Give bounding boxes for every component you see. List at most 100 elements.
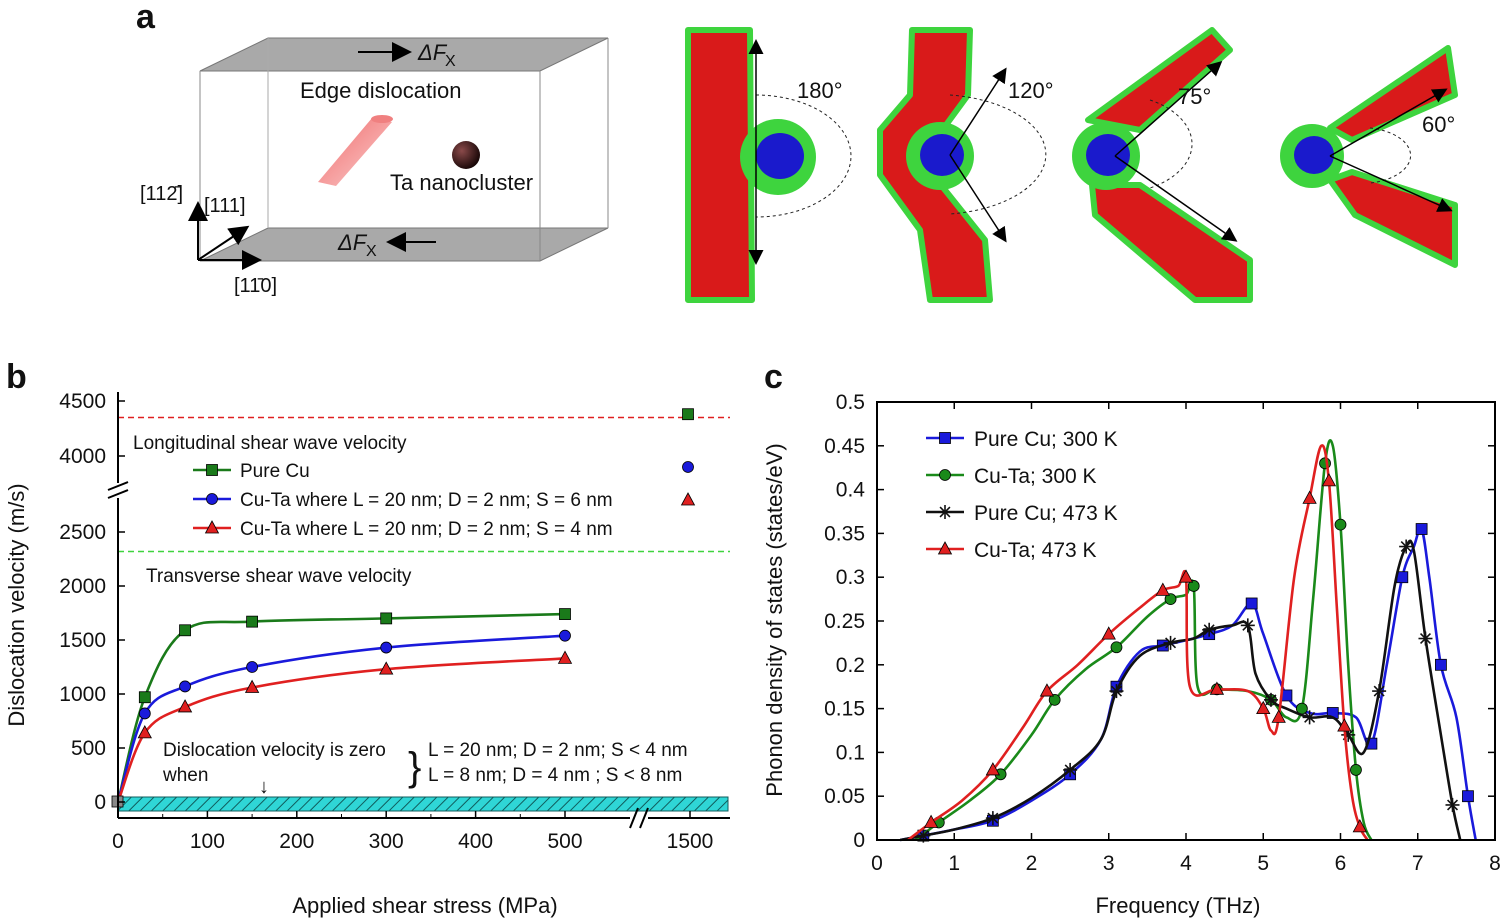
snapshot-120: 120° — [877, 27, 1054, 303]
data-point-stroke — [1400, 541, 1412, 553]
y-tick-label: 0.25 — [824, 610, 865, 633]
burgers-arrow — [949, 67, 1007, 156]
y-axis-title: Phonon density of states (states/eV) — [762, 443, 787, 796]
y-tick-label: 0 — [853, 829, 865, 852]
x-tick-label: 200 — [279, 830, 314, 853]
legend-swatch-marker — [206, 464, 218, 476]
y-tick-label: 4500 — [59, 390, 106, 413]
axis-label-horizontal: [11̄0] — [234, 275, 277, 297]
legend-label: Pure Cu; 473 K — [974, 502, 1118, 525]
data-point-stroke — [1265, 694, 1277, 706]
y-axis-title: Dislocation velocity (m/s) — [4, 483, 29, 726]
data-point-stroke — [1110, 685, 1122, 697]
axis-arrow-depth — [197, 225, 250, 261]
x-tick-label: 8 — [1489, 852, 1501, 875]
data-point — [380, 612, 393, 625]
data-point — [559, 608, 571, 620]
dislocation-band-upper — [1327, 45, 1458, 143]
axis-label-depth: [111] — [204, 195, 246, 217]
panel-b-reference-layer — [118, 416, 730, 553]
panel-c-legend: Pure Cu; 300 K Cu-Ta; 300 K Pure Cu; 473 K… — [926, 428, 1118, 562]
zero-note-brace: } — [408, 745, 421, 789]
data-point-stroke — [1064, 764, 1076, 776]
data-point — [985, 811, 1000, 826]
legend-label: Cu-Ta; 300 K — [974, 465, 1097, 488]
y-tick-label: 500 — [71, 737, 106, 760]
data-point — [1202, 622, 1217, 637]
data-point-offscale — [680, 492, 696, 506]
axis-label-vertical: [112̄] — [140, 183, 183, 205]
zero-condition-2: L = 8 nm; D = 4 nm ; S < 8 nm — [428, 765, 682, 786]
data-point — [1039, 683, 1055, 697]
edge-dislocation-label: Edge dislocation — [300, 78, 461, 103]
y-tick-label: 1500 — [59, 629, 106, 652]
burgers-arrow — [949, 154, 1007, 243]
legend-label: Pure Cu — [240, 461, 310, 482]
x-tick-label: 500 — [547, 830, 582, 853]
data-point — [138, 691, 151, 704]
x-tick-label: 2 — [1026, 852, 1038, 875]
angle-label: 180° — [797, 78, 843, 103]
data-point — [1163, 635, 1178, 650]
dislocation-band-upper — [1085, 27, 1233, 133]
ta-cluster-core — [1294, 136, 1334, 174]
data-point-stroke — [1419, 633, 1431, 645]
data-point — [559, 629, 571, 642]
burgers-arrow — [1329, 88, 1448, 157]
y-tick-label: 1000 — [59, 683, 106, 706]
ta-nanocluster-label: Ta nanocluster — [390, 170, 533, 195]
data-point-stroke — [1304, 711, 1316, 723]
x-axis-title: Applied shear stress (MPa) — [292, 893, 557, 918]
data-point — [557, 650, 573, 664]
panel-c-axes: 0 0.05 0.1 0.15 0.2 0.25 0.3 0.35 0.4 0.45 0.5 0 1 2 3… — [762, 391, 1501, 918]
axis-break-x — [639, 807, 649, 829]
data-point — [1155, 582, 1170, 596]
data-point — [985, 762, 1001, 776]
data-point — [1372, 684, 1387, 699]
angle-arc — [949, 94, 1047, 215]
legend-swatch-marker — [938, 505, 952, 519]
data-point-offscale — [682, 461, 694, 473]
data-point — [1350, 764, 1362, 776]
legend-swatch-marker — [939, 469, 951, 481]
transverse-label: Transverse shear wave velocity — [146, 566, 412, 587]
ta-cluster-core — [756, 133, 804, 179]
y-tick-label: 0.15 — [824, 698, 865, 721]
data-point — [1302, 710, 1317, 725]
data-point-stroke — [987, 812, 999, 824]
x-tick-label: 1 — [948, 852, 960, 875]
legend-label: Cu-Ta; 473 K — [974, 539, 1097, 562]
zero-condition-1: L = 20 nm; D = 2 nm; S < 4 nm — [428, 740, 688, 761]
panel-a: a ΔF X ΔF X Edge dislocation Ta nanoclus… — [136, 0, 1458, 303]
legend-swatch-marker — [937, 541, 953, 555]
y-tick-label: 4000 — [59, 445, 106, 468]
dislocation-band-lower — [1089, 182, 1253, 303]
data-point — [1209, 681, 1225, 695]
data-point-offscale — [682, 408, 694, 421]
snapshot-180: 180° — [685, 27, 852, 303]
snapshot-75: 75° — [1072, 27, 1253, 303]
data-point — [1063, 762, 1078, 777]
y-tick-label: 2000 — [59, 575, 106, 598]
burgers-arrow — [1114, 61, 1223, 157]
data-point — [1271, 709, 1286, 723]
angle-label: 60° — [1422, 112, 1455, 137]
y-tick-label: 0 — [94, 791, 106, 814]
x-tick-label: 300 — [369, 830, 404, 853]
ta-cluster-core — [1086, 134, 1130, 176]
x-tick-label: 5 — [1257, 852, 1269, 875]
legend-swatch-marker-stroke — [939, 506, 951, 518]
angle-arc — [1369, 127, 1412, 184]
data-point-stroke — [1446, 799, 1459, 811]
y-tick-label: 0.1 — [836, 741, 865, 764]
data-point — [1240, 618, 1255, 633]
top-plate — [199, 37, 609, 72]
ta-cluster-core — [920, 134, 964, 176]
data-point — [1445, 797, 1460, 812]
panel-c: c 0 0.05 0.1 0.15 0.2 0.25 0.3 0.35 0.4 0.45 0.5 0 1… — [762, 358, 1501, 918]
data-point — [1109, 684, 1124, 699]
data-point — [244, 679, 260, 693]
y-tick-label: 0.05 — [824, 785, 865, 808]
legend-swatch-marker — [206, 493, 218, 505]
panel-c-plot-area — [899, 439, 1477, 843]
